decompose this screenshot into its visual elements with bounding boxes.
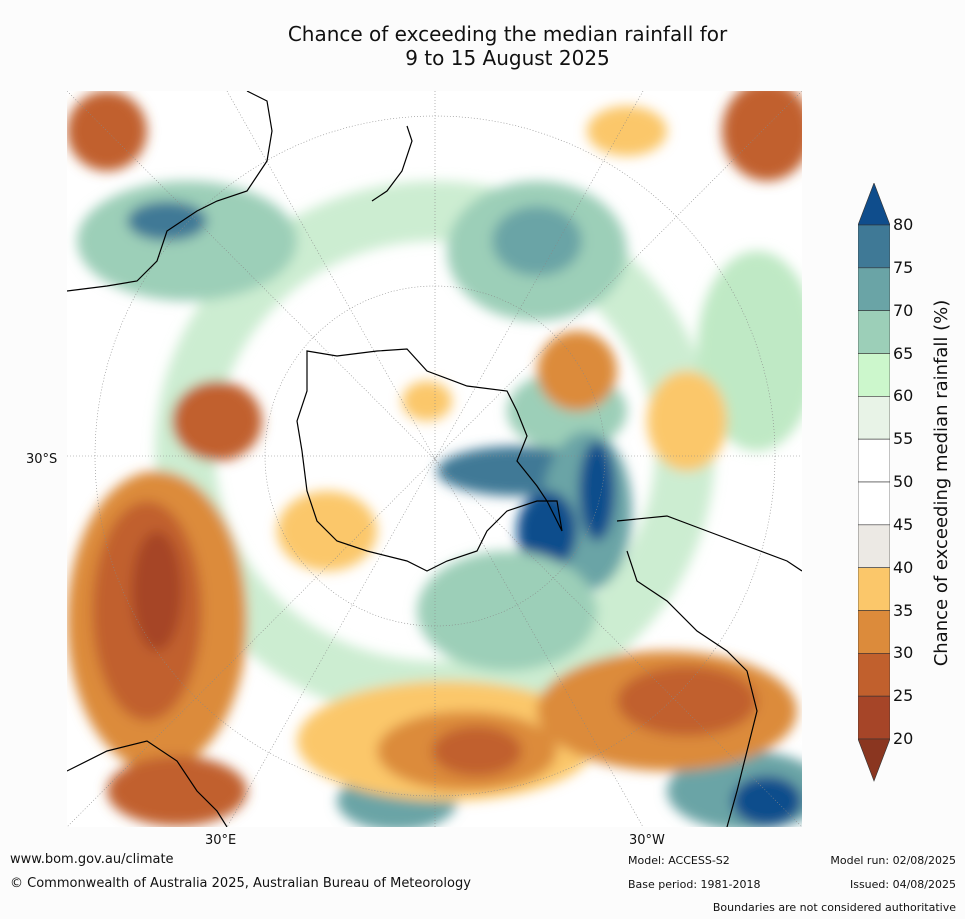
colorbar-band bbox=[857, 695, 891, 740]
rainfall-map bbox=[67, 91, 802, 827]
colorbar-label: Chance of exceeding median rainfall (%) bbox=[931, 299, 952, 667]
africa-coast bbox=[67, 740, 228, 827]
colorbar-band bbox=[857, 567, 891, 611]
colorbar-tick-label: 70 bbox=[893, 300, 914, 320]
rainfall-field bbox=[67, 91, 802, 827]
colorbar-band bbox=[857, 396, 891, 440]
colorbar-tick-label: 75 bbox=[893, 257, 914, 277]
colorbar-band bbox=[857, 481, 891, 526]
south-america-coast-north bbox=[616, 515, 802, 572]
graticule bbox=[67, 91, 802, 827]
colorbar-tick-label: 65 bbox=[893, 343, 914, 363]
issued-text: Issued: 04/08/2025 bbox=[849, 878, 956, 891]
colorbar-band bbox=[857, 310, 891, 354]
colorbar-bands bbox=[857, 224, 891, 740]
south-america-coast bbox=[626, 550, 758, 827]
disclaimer-text: Boundaries are not considered authoritat… bbox=[712, 901, 956, 914]
colorbar-tick-label: 30 bbox=[893, 643, 914, 663]
lat-label-30s: 30°S bbox=[26, 452, 58, 467]
model-text: Model: ACCESS-S2 bbox=[628, 854, 730, 867]
colorbar-band bbox=[857, 224, 891, 269]
colorbar-band bbox=[857, 524, 891, 568]
colorbar-tick-label: 25 bbox=[893, 686, 914, 706]
colorbar-tick-label: 60 bbox=[893, 386, 914, 406]
copyright-text: © Commonwealth of Australia 2025, Austra… bbox=[10, 876, 471, 891]
chart-title: Chance of exceeding the median rainfall … bbox=[0, 22, 965, 70]
website-link[interactable]: www.bom.gov.au/climate bbox=[10, 852, 174, 867]
colorbar-scale bbox=[857, 182, 891, 782]
antarctica-coast bbox=[296, 348, 563, 572]
colorbar-band bbox=[857, 267, 891, 311]
colorbar-tick-label: 80 bbox=[893, 215, 914, 234]
colorbar-band bbox=[857, 438, 891, 483]
colorbar-tick-label: 35 bbox=[893, 600, 914, 620]
colorbar-tick-label: 50 bbox=[893, 472, 914, 491]
colorbar-arrow-bottom bbox=[857, 738, 891, 782]
colorbar-tick-label: 55 bbox=[893, 429, 914, 449]
colorbar-band bbox=[857, 653, 891, 697]
colorbar-tick-label: 45 bbox=[893, 514, 914, 534]
coastlines bbox=[67, 91, 802, 827]
colorbar-tick-label: 40 bbox=[893, 557, 914, 577]
lon-label-30e: 30°E bbox=[205, 833, 237, 848]
title-line-1: Chance of exceeding the median rainfall … bbox=[287, 22, 728, 46]
title-line-2: 9 to 15 August 2025 bbox=[405, 46, 610, 70]
colorbar-tick-label: 20 bbox=[893, 729, 914, 748]
new-zealand-coast bbox=[371, 125, 413, 202]
australia-coast bbox=[67, 91, 273, 292]
colorbar bbox=[857, 182, 891, 783]
map-canvas bbox=[67, 91, 802, 827]
base-period-text: Base period: 1981-2018 bbox=[628, 878, 761, 891]
lon-label-30w: 30°W bbox=[629, 833, 665, 848]
model-run-text: Model run: 02/08/2025 bbox=[830, 854, 956, 867]
colorbar-band bbox=[857, 353, 891, 397]
colorbar-band bbox=[857, 610, 891, 654]
colorbar-arrow-top bbox=[857, 182, 891, 226]
